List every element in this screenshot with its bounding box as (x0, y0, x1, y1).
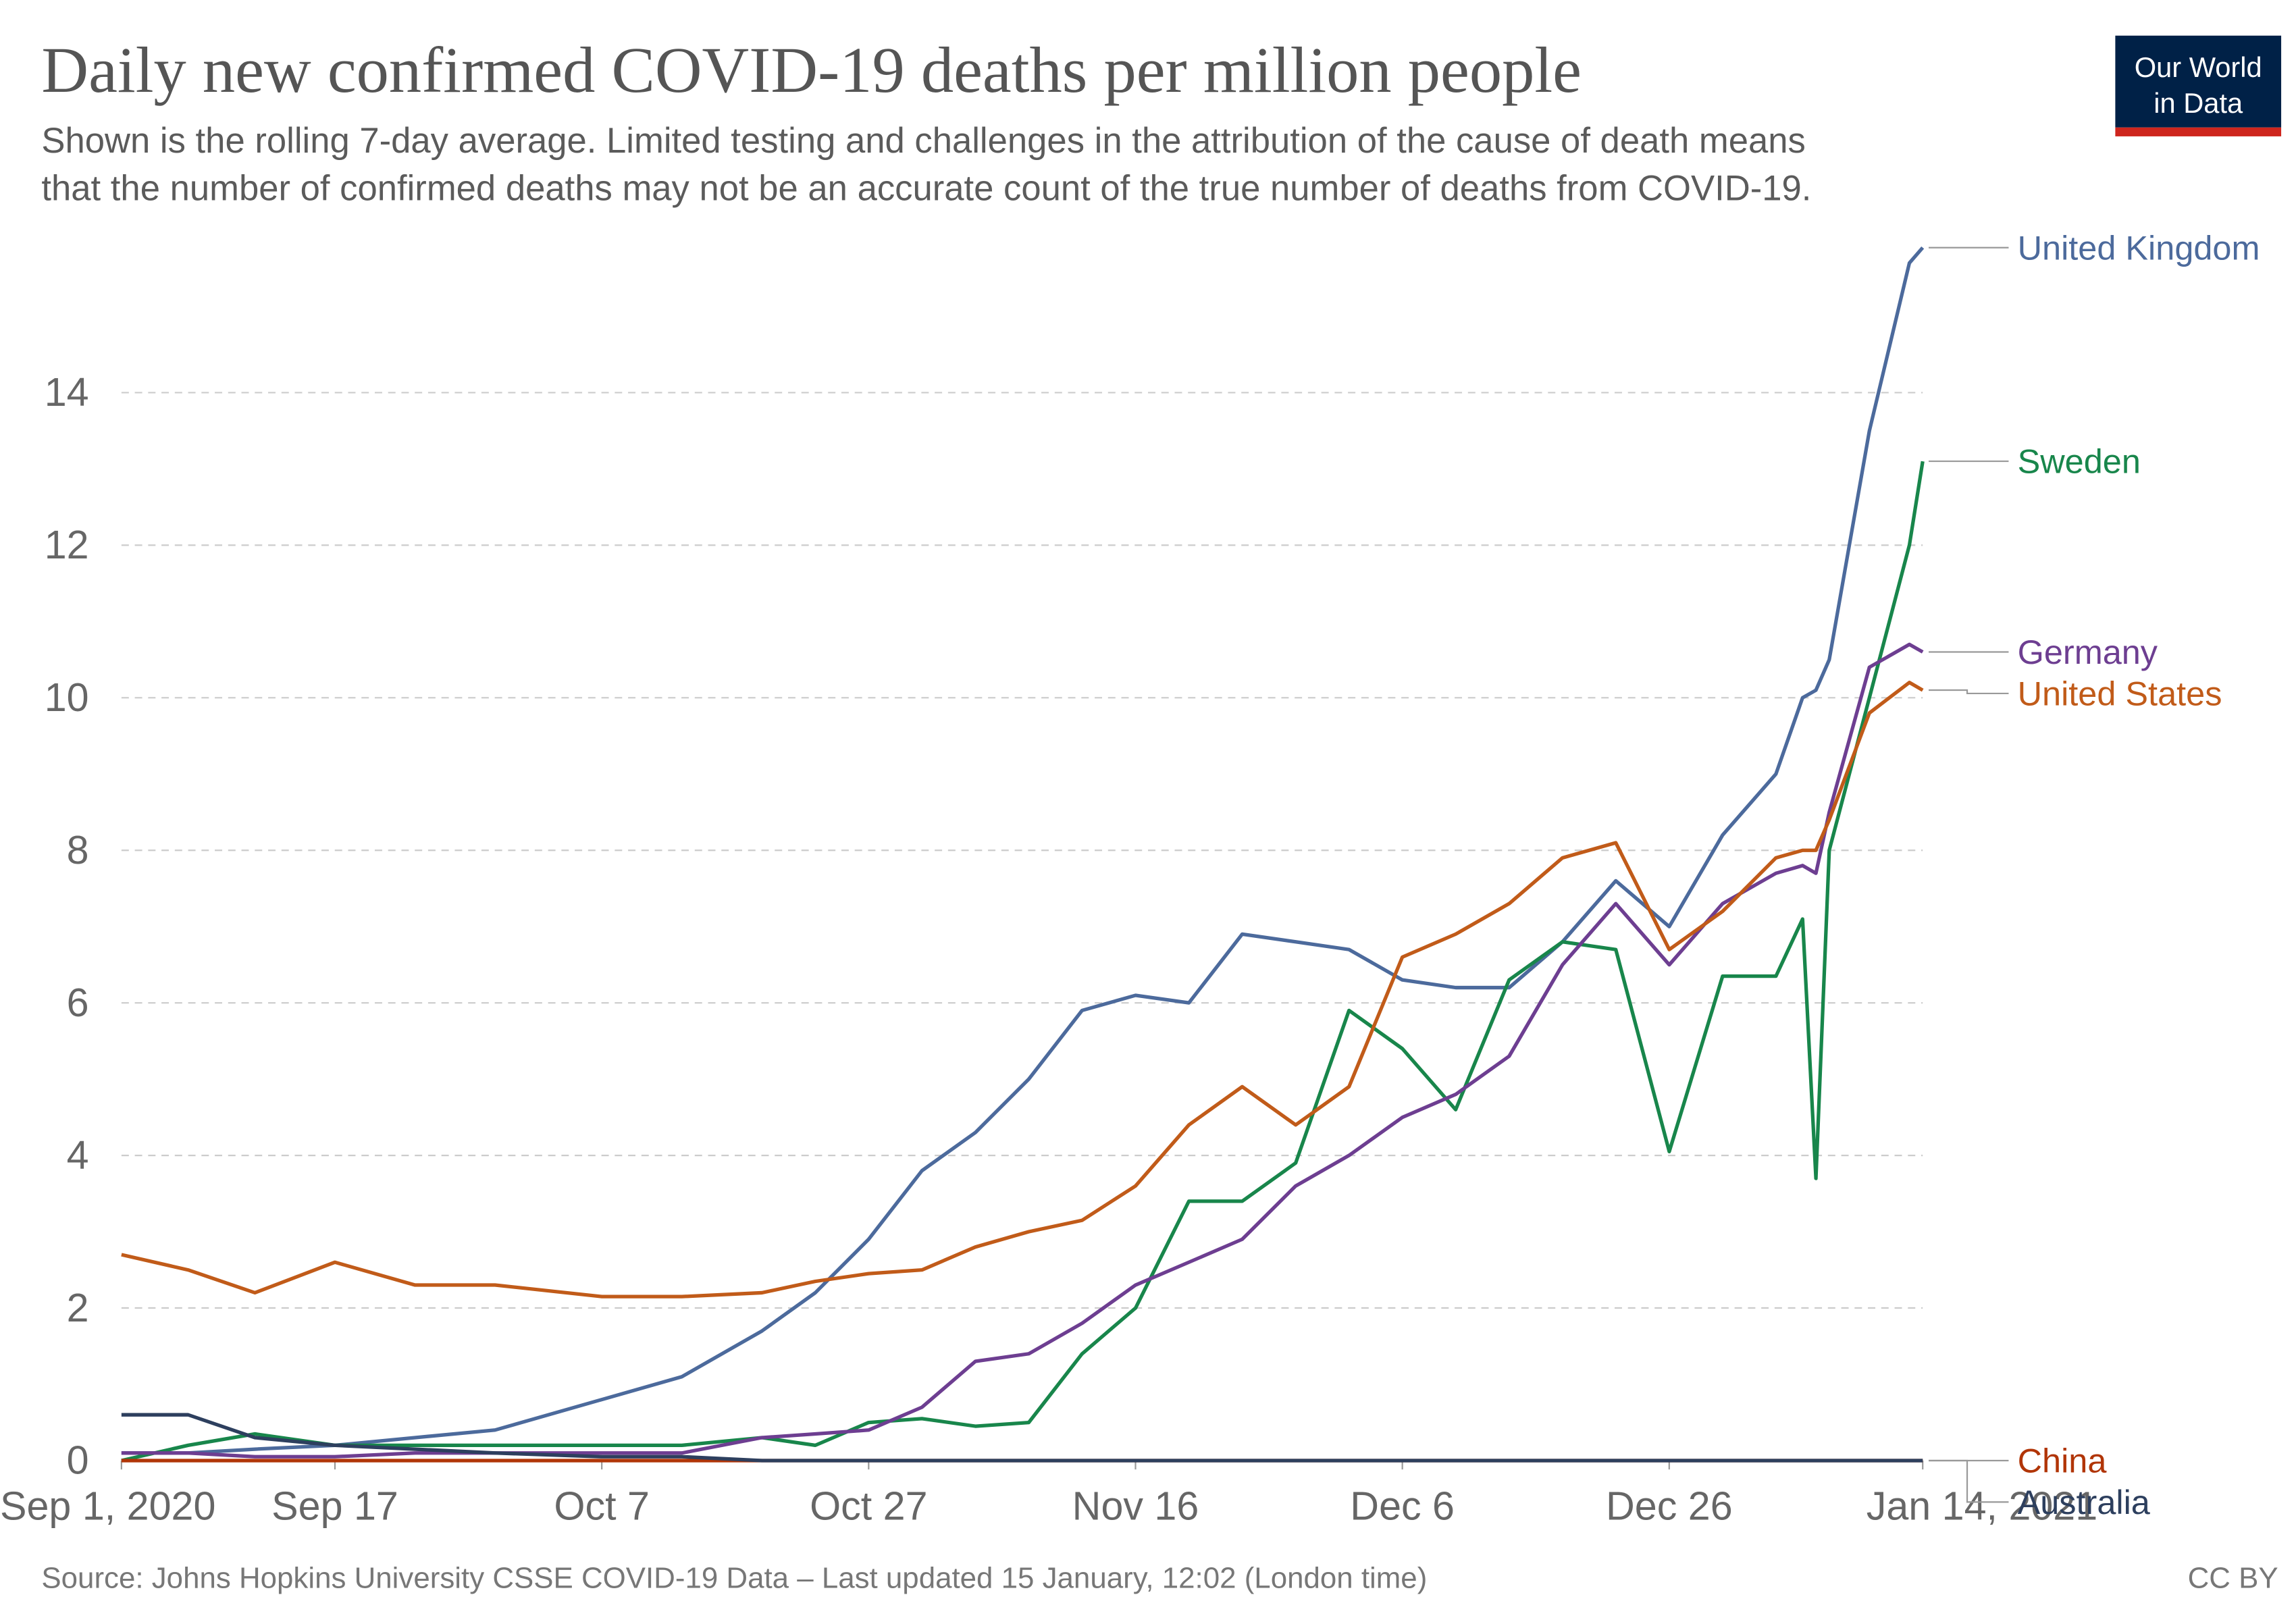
x-tick-label: Nov 16 (1072, 1484, 1199, 1529)
legend-label: Sweden (2018, 442, 2141, 481)
logo-text: Our World (2135, 51, 2262, 83)
label-connector (1929, 1459, 2009, 1503)
series-line (121, 1413, 1923, 1463)
x-tick-label: Oct 27 (810, 1484, 927, 1529)
legend-label: United Kingdom (2018, 228, 2260, 267)
y-tick-label: 4 (67, 1132, 89, 1178)
series-line (121, 642, 1924, 1459)
y-tick-label: 14 (45, 369, 89, 415)
series-line (121, 246, 1925, 1455)
y-tick-label: 8 (67, 827, 89, 872)
x-tick-label: Sep 1, 2020 (0, 1484, 215, 1529)
x-tick-label: Jan 14, 2021 (1867, 1484, 2097, 1529)
logo-bar (2115, 127, 2282, 136)
y-tick-label: 2 (67, 1285, 89, 1330)
x-tick-label: Dec 26 (1606, 1484, 1733, 1529)
chart-subtitle: that the number of confirmed deaths may … (41, 168, 1811, 208)
series-line (121, 461, 1925, 1463)
y-tick-label: 0 (67, 1438, 89, 1483)
x-tick-label: Sep 17 (271, 1484, 398, 1529)
logo (2115, 35, 2282, 128)
y-tick-label: 12 (45, 522, 89, 567)
label-connector (1929, 689, 2009, 695)
y-tick-label: 10 (45, 675, 89, 720)
series-line (121, 681, 1924, 1299)
logo-text: in Data (2154, 87, 2243, 119)
legend-label: United States (2018, 674, 2222, 712)
legend-label: China (2018, 1442, 2108, 1480)
source-note: Source: Johns Hopkins University CSSE CO… (41, 1562, 1427, 1595)
x-tick-label: Dec 6 (1350, 1484, 1455, 1529)
y-tick-label: 6 (67, 980, 89, 1025)
x-tick-label: Oct 7 (554, 1484, 650, 1529)
chart-subtitle: Shown is the rolling 7-day average. Limi… (41, 121, 1805, 161)
chart-title: Daily new confirmed COVID-19 deaths per … (41, 34, 1582, 106)
legend-label: Germany (2018, 633, 2158, 671)
license: CC BY (2188, 1562, 2278, 1595)
legend-label: Australia (2018, 1483, 2151, 1521)
